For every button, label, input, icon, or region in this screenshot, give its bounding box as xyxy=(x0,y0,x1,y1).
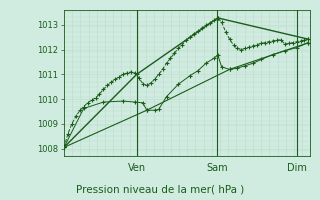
Text: Pression niveau de la mer( hPa ): Pression niveau de la mer( hPa ) xyxy=(76,184,244,194)
Text: Sam: Sam xyxy=(206,163,228,173)
Text: Dim: Dim xyxy=(287,163,307,173)
Text: Ven: Ven xyxy=(128,163,146,173)
